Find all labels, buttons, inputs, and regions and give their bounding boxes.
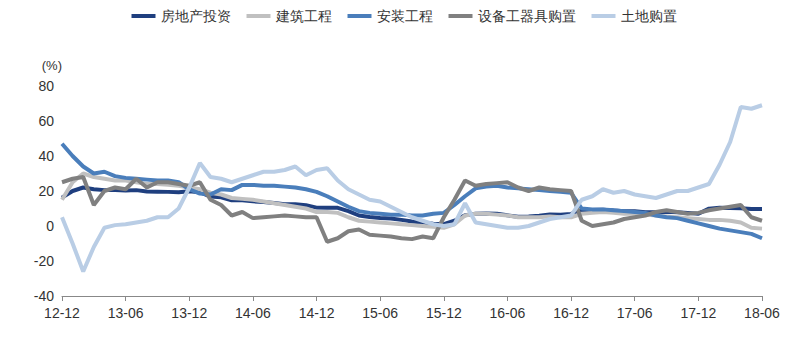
svg-text:(%): (%) — [42, 58, 62, 73]
svg-text:16-06: 16-06 — [490, 305, 526, 321]
svg-text:14-06: 14-06 — [235, 305, 271, 321]
svg-text:14-12: 14-12 — [299, 305, 335, 321]
svg-text:60: 60 — [38, 113, 54, 129]
svg-text:18-06: 18-06 — [744, 305, 780, 321]
svg-text:安装工程: 安装工程 — [377, 8, 433, 24]
svg-text:12-12: 12-12 — [44, 305, 80, 321]
svg-text:0: 0 — [46, 218, 54, 234]
svg-text:13-12: 13-12 — [171, 305, 207, 321]
svg-text:房地产投资: 房地产投资 — [161, 8, 231, 24]
svg-text:15-06: 15-06 — [362, 305, 398, 321]
svg-text:40: 40 — [38, 148, 54, 164]
svg-text:13-06: 13-06 — [108, 305, 144, 321]
svg-text:80: 80 — [38, 78, 54, 94]
svg-text:17-12: 17-12 — [680, 305, 716, 321]
svg-text:16-12: 16-12 — [553, 305, 589, 321]
svg-text:20: 20 — [38, 183, 54, 199]
svg-text:建筑工程: 建筑工程 — [275, 8, 332, 24]
svg-text:-40: -40 — [34, 288, 54, 304]
svg-text:-20: -20 — [34, 253, 54, 269]
svg-text:土地购置: 土地购置 — [621, 8, 677, 24]
svg-text:17-06: 17-06 — [617, 305, 653, 321]
svg-text:15-12: 15-12 — [426, 305, 462, 321]
svg-text:设备工器具购置: 设备工器具购置 — [478, 8, 576, 24]
